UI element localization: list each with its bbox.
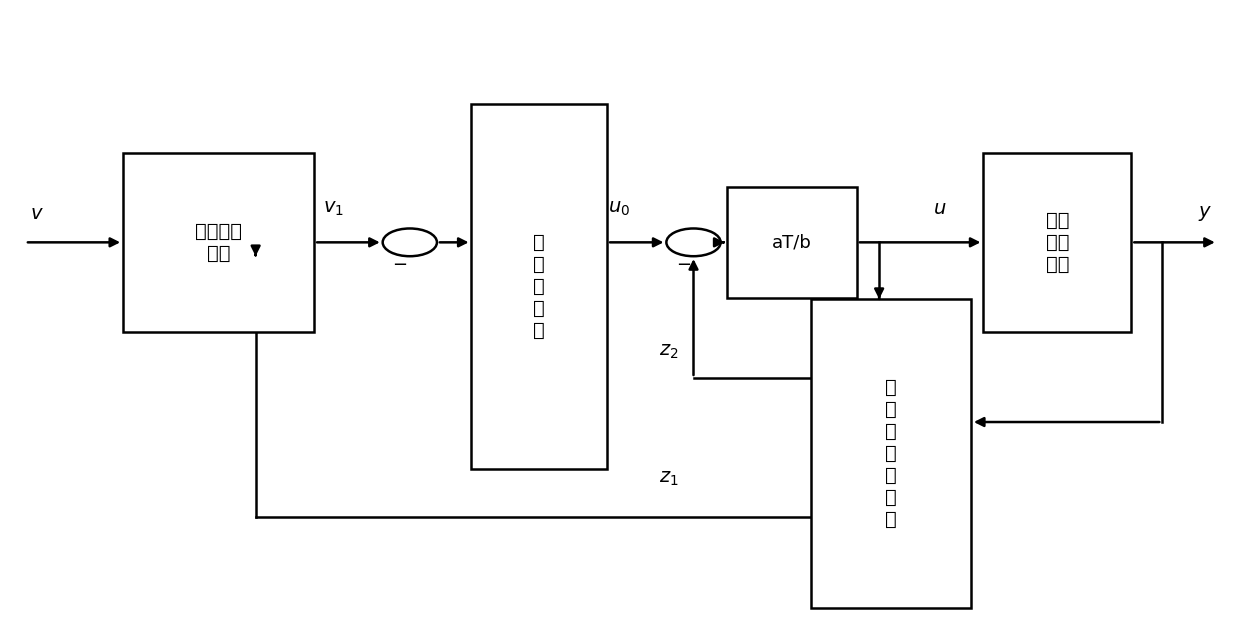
Bar (123, 153, 315, 332)
Bar (472, 104, 607, 469)
Text: $v$: $v$ (31, 204, 45, 223)
Text: $u$: $u$ (933, 200, 947, 218)
Text: $u_0$: $u_0$ (608, 200, 631, 218)
Text: 安排过渡
过程: 安排过渡 过程 (195, 222, 242, 263)
Text: $z_1$: $z_1$ (659, 469, 679, 488)
Text: $v_1$: $v_1$ (323, 200, 343, 218)
Bar (810, 299, 971, 608)
Text: 永磁
同步
电机: 永磁 同步 电机 (1046, 211, 1069, 274)
Bar (727, 187, 857, 298)
Text: $-$: $-$ (393, 254, 408, 272)
Text: 非
线
性
组
合: 非 线 性 组 合 (534, 233, 545, 340)
Text: $-$: $-$ (676, 254, 691, 272)
Bar (984, 153, 1131, 332)
Text: $y$: $y$ (1198, 204, 1213, 223)
Text: 扩
张
状
态
观
测
器: 扩 张 状 态 观 测 器 (885, 378, 897, 529)
Text: $z_2$: $z_2$ (659, 342, 679, 361)
Text: aT/b: aT/b (772, 233, 812, 251)
